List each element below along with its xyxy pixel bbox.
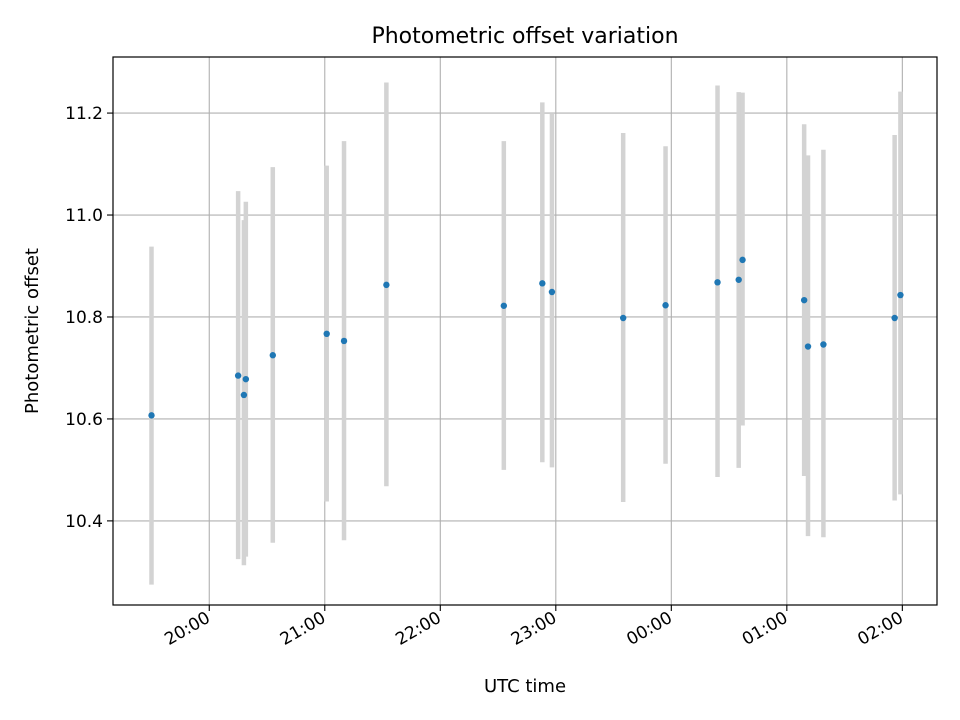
- chart-title: Photometric offset variation: [371, 24, 678, 49]
- data-point: [234, 372, 242, 379]
- data-point: [739, 256, 746, 264]
- data-point: [891, 314, 898, 322]
- grid: [113, 57, 937, 605]
- x-axis-label: UTC time: [484, 676, 566, 697]
- y-tick-label: 10.4: [65, 512, 103, 532]
- data-point: [735, 276, 742, 283]
- y-axis-ticks: 10.4 10.6 10.8 11.0 11.2: [65, 104, 113, 532]
- data-point: [804, 343, 812, 350]
- data-point: [820, 341, 827, 348]
- data-point: [800, 296, 808, 304]
- data-point: [539, 280, 546, 287]
- data-point: [897, 291, 904, 299]
- data-point: [619, 314, 627, 322]
- data-point: [242, 375, 250, 383]
- y-tick-label: 11.2: [65, 104, 103, 124]
- data-point: [269, 352, 276, 359]
- y-axis-label: Photometric offset: [22, 248, 43, 414]
- data-point: [340, 337, 348, 345]
- y-tick-label: 10.8: [65, 308, 103, 328]
- y-tick-label: 11.0: [65, 206, 103, 226]
- y-tick-label: 10.6: [65, 410, 103, 430]
- data-point: [148, 412, 155, 419]
- data-point: [548, 288, 556, 296]
- plot-frame: [112, 56, 938, 606]
- data-points: [148, 256, 904, 419]
- data-point: [240, 391, 248, 399]
- data-point: [714, 279, 721, 286]
- data-point: [383, 281, 390, 289]
- data-point: [323, 330, 330, 338]
- data-point: [500, 302, 508, 309]
- data-point: [662, 302, 669, 309]
